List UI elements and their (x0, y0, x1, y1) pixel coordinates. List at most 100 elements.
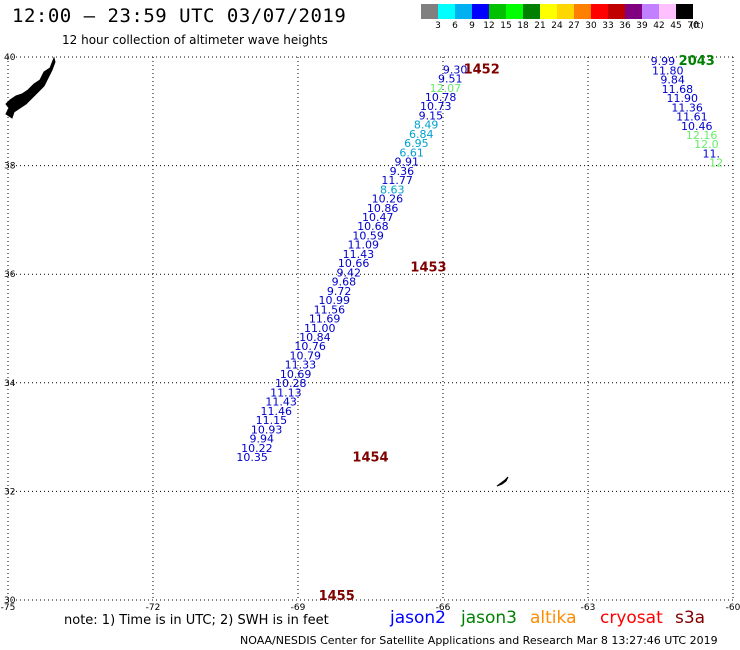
wave-height-value: 10.93 (251, 423, 283, 436)
track-id-label: 1454 (352, 451, 388, 466)
legend-label: 39 (636, 21, 648, 31)
wave-height-value: 10.66 (338, 257, 370, 270)
legend-swatch (455, 4, 472, 19)
wave-height-value: 10.59 (352, 229, 384, 242)
wave-height-value: 10.78 (425, 91, 457, 104)
x-tick-label: -63 (581, 603, 596, 613)
x-tick-label: -72 (146, 603, 161, 613)
wave-height-value: 11.90 (667, 92, 699, 105)
wave-height-value: 10.99 (319, 294, 351, 307)
legend-swatch (676, 4, 693, 19)
satellite-altika-label: altika (530, 608, 577, 628)
x-tick-label: -69 (291, 603, 306, 613)
x-tick-label: -60 (726, 603, 740, 613)
wave-height-value: 9.99 (651, 55, 676, 68)
track-id-label: 2043 (679, 54, 715, 69)
wave-height-value: 12 (709, 157, 723, 170)
wave-height-value: 11.00 (304, 322, 336, 335)
legend-label: 70 (687, 21, 699, 31)
legend-swatch (642, 4, 659, 19)
track-id-label: 1453 (410, 260, 446, 275)
wave-height-value: 6.95 (404, 137, 429, 150)
legend-swatch (540, 4, 557, 19)
wave-height-value: 11.43 (343, 248, 375, 261)
wave-height-value: 9.15 (419, 109, 444, 122)
wave-height-value: 11.56 (314, 303, 346, 316)
color-scale-legend (421, 4, 693, 19)
wave-height-value: 9.72 (327, 285, 352, 298)
wave-height-value: 11.80 (652, 64, 684, 77)
track-id-label: 1452 (464, 62, 500, 77)
legend-label: 12 (483, 21, 495, 31)
legend-label: 6 (452, 21, 458, 31)
wave-height-value: 10.73 (420, 100, 452, 113)
wave-height-value: 9.68 (332, 276, 357, 289)
chart-title: 12:00 — 23:59 UTC 03/07/2019 (12, 5, 347, 27)
legend-label: 3 (435, 21, 441, 31)
y-tick-label: 34 (4, 379, 16, 389)
legend-label: (ft) (690, 21, 704, 31)
legend-label: 33 (602, 21, 614, 31)
legend-swatch (438, 4, 455, 19)
wave-height-value: 9.94 (250, 433, 275, 446)
wave-height-value: 11.77 (381, 174, 413, 187)
wave-height-value: 10.35 (236, 451, 268, 464)
wave-height-value: 8.63 (380, 183, 405, 196)
wave-height-value: 9.30 (443, 63, 468, 76)
wave-height-value: 9.51 (438, 73, 463, 86)
legend-label: 24 (551, 21, 563, 31)
legend-swatch (472, 4, 489, 19)
wave-height-value: 11.43 (265, 396, 297, 409)
y-tick-label: 30 (4, 596, 16, 606)
wave-height-value: 10.69 (280, 368, 312, 381)
wave-height-value: 10.84 (299, 331, 331, 344)
credit-line: NOAA/NESDIS Center for Satellite Applica… (240, 634, 718, 647)
legend-label: 42 (653, 21, 665, 31)
island-bermuda (496, 476, 509, 487)
y-tick-label: 38 (4, 162, 16, 172)
legend-swatch (591, 4, 608, 19)
legend-swatch (523, 4, 540, 19)
legend-swatch (608, 4, 625, 19)
wave-height-value: 10.86 (367, 202, 399, 215)
footnote: note: 1) Time is in UTC; 2) SWH is in fe… (64, 613, 329, 628)
legend-label: 30 (585, 21, 597, 31)
wave-height-value: 10.28 (275, 377, 307, 390)
legend-label: 15 (500, 21, 512, 31)
legend-swatch (659, 4, 676, 19)
coastline-nova-scotia (5, 56, 56, 119)
wave-height-value: 10.68 (357, 220, 389, 233)
legend-swatch (506, 4, 523, 19)
x-tick-label: -66 (436, 603, 451, 613)
wave-height-value: 10.79 (290, 349, 322, 362)
legend-swatch (421, 4, 438, 19)
wave-height-value: 11.69 (309, 313, 341, 326)
wave-height-value: 10.76 (294, 340, 326, 353)
wave-height-value: 11.33 (285, 359, 317, 372)
wave-height-value: 11.09 (348, 239, 380, 252)
satellite-jason2-label: jason2 (390, 608, 446, 628)
y-tick-label: 36 (4, 270, 16, 280)
wave-height-value: 11.15 (256, 414, 288, 427)
wave-height-value: 6.61 (399, 146, 424, 159)
y-tick-label: 40 (4, 53, 16, 63)
wave-height-value: 10.46 (681, 120, 713, 133)
legend-swatch (489, 4, 506, 19)
wave-height-value: 9.84 (660, 74, 685, 87)
satellite-jason3-label: jason3 (461, 608, 517, 628)
wave-height-value: 11.46 (261, 405, 293, 418)
legend-label: 9 (469, 21, 475, 31)
satellite-s3a-label: s3a (675, 608, 706, 628)
wave-height-value: 6.84 (409, 128, 434, 141)
wave-height-value: 10.47 (362, 211, 394, 224)
wave-height-value: 12.07 (430, 82, 462, 95)
legend-label: 21 (534, 21, 546, 31)
legend-label: 36 (619, 21, 631, 31)
legend-label: 27 (568, 21, 580, 31)
x-tick-label: -75 (1, 603, 16, 613)
legend-swatch (557, 4, 574, 19)
wave-height-value: 9.36 (390, 165, 415, 178)
satellite-cryosat-label: cryosat (600, 608, 663, 628)
y-tick-label: 32 (4, 487, 15, 497)
wave-height-value: 8.49 (414, 119, 439, 132)
